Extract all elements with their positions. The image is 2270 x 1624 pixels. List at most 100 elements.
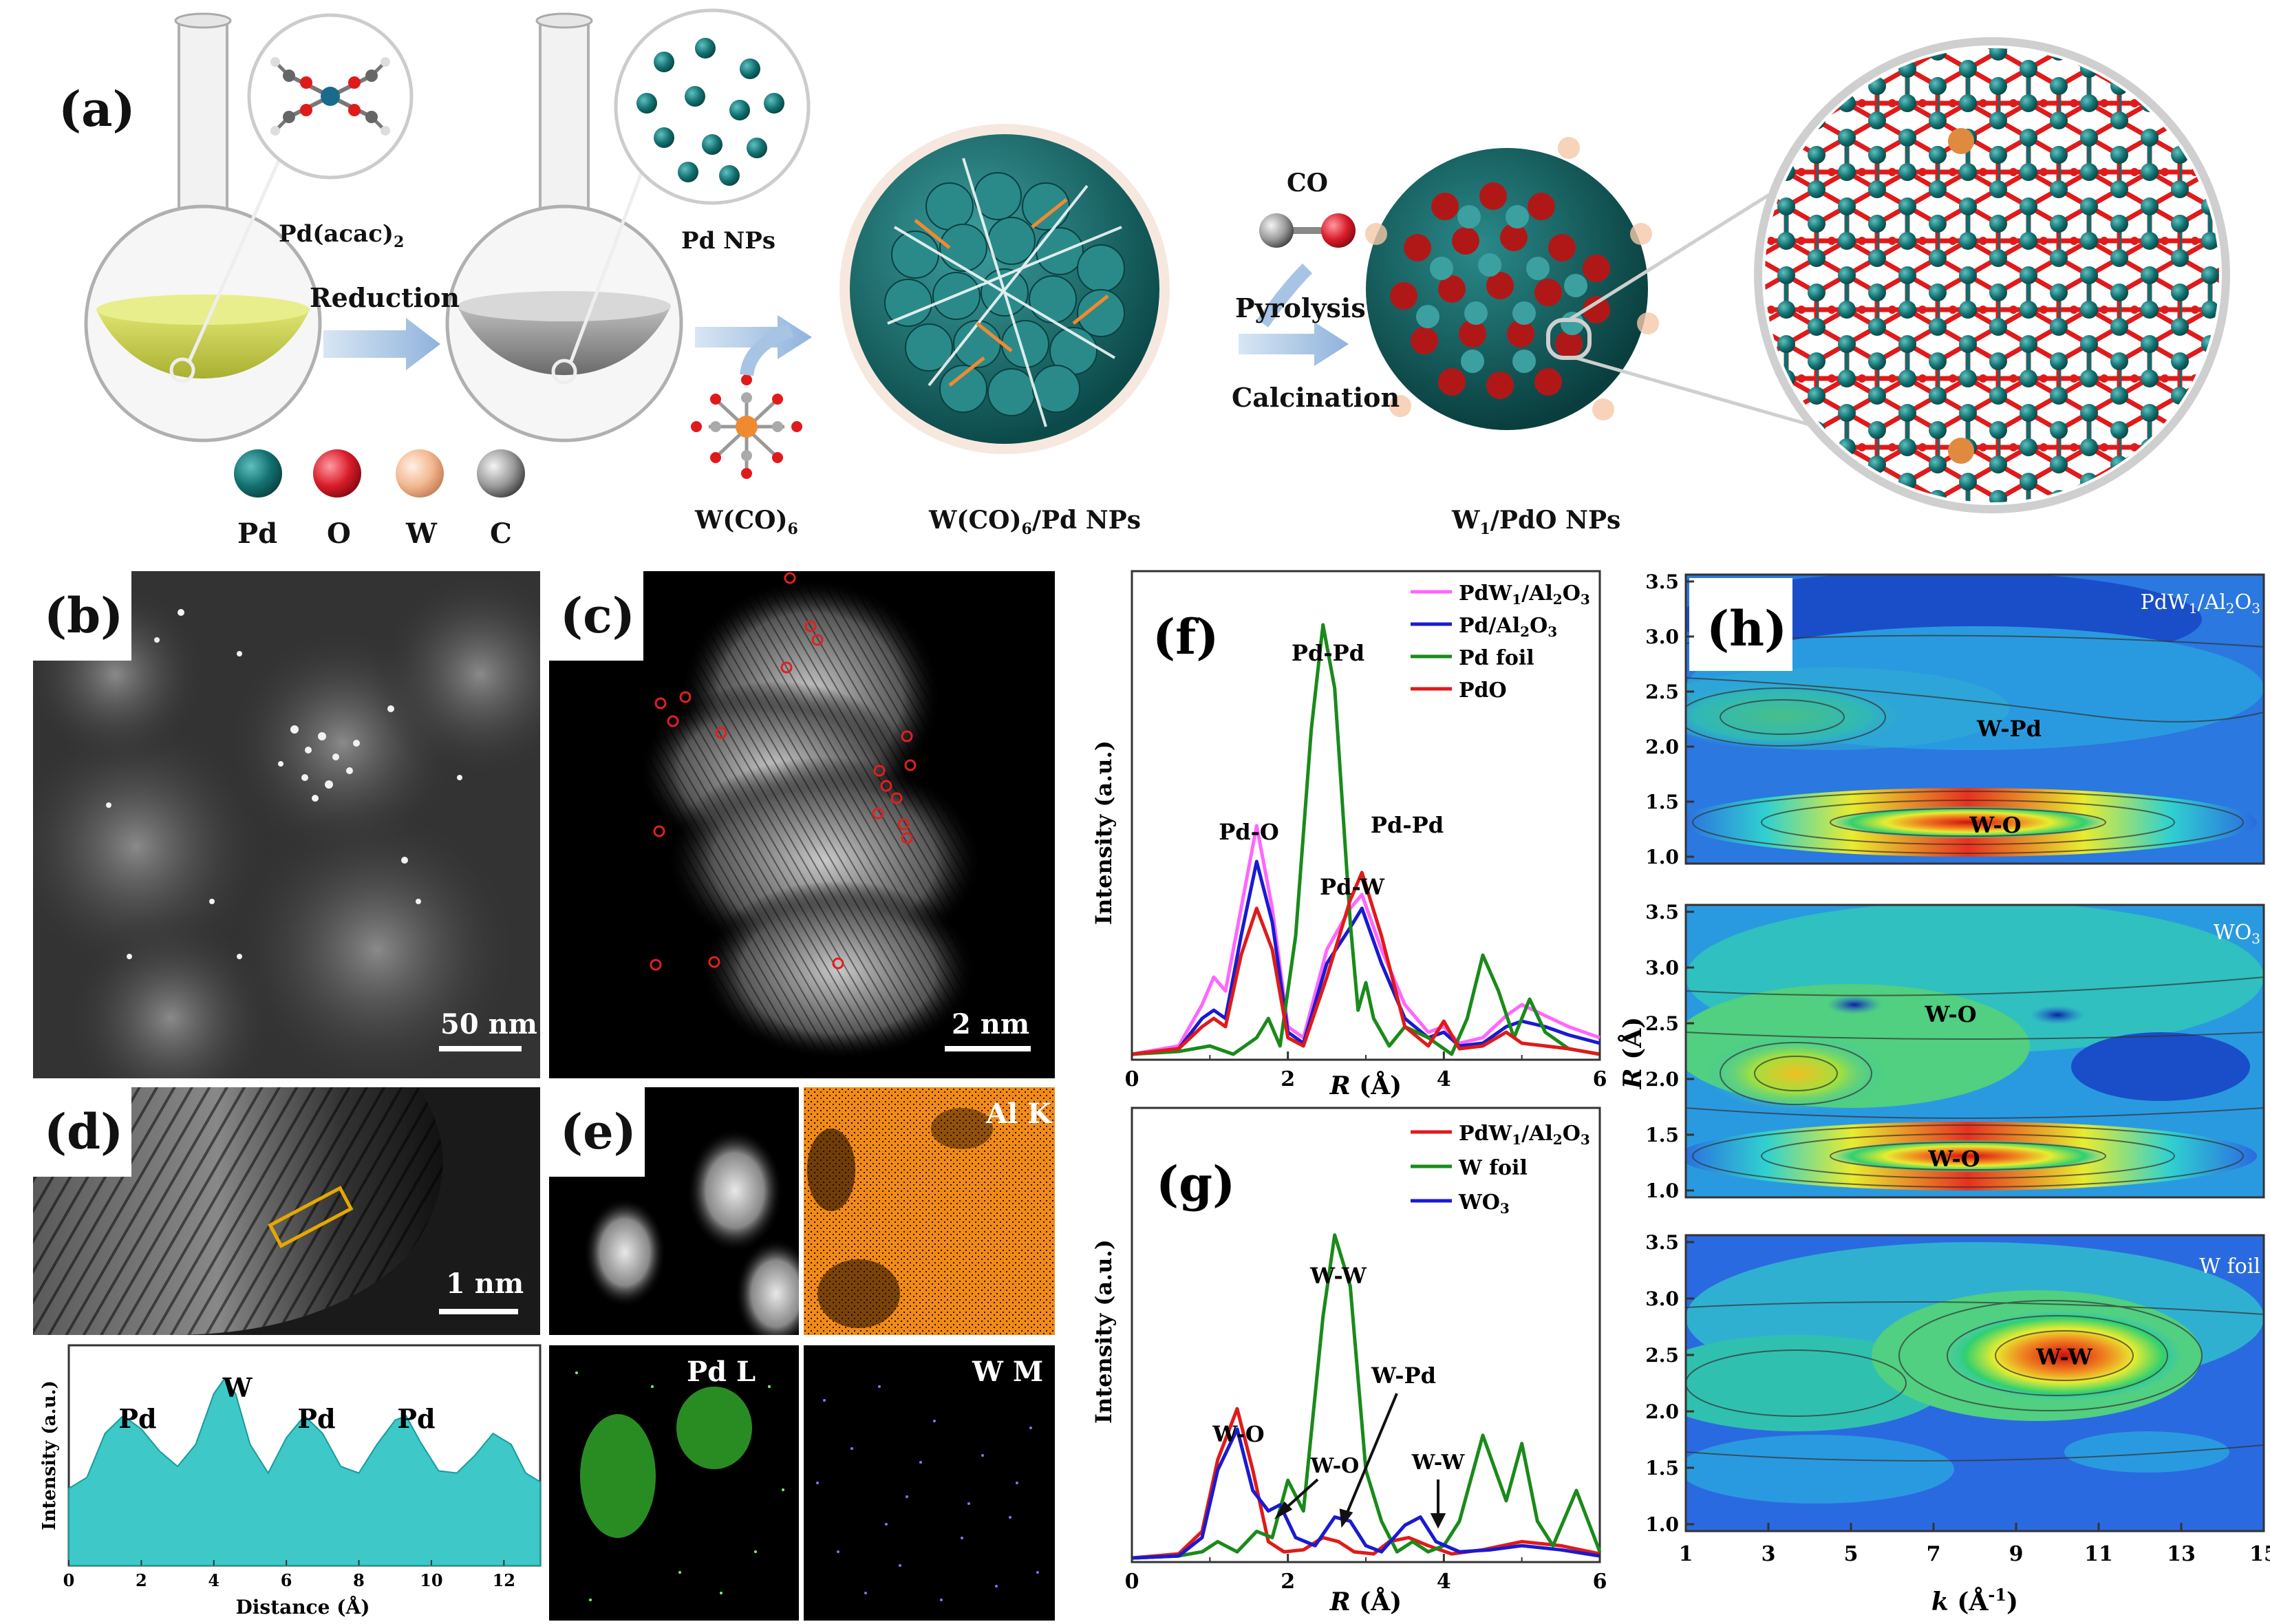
f-xtick-label: 0	[1125, 1067, 1139, 1091]
h-ytick-label: 2.0	[1645, 1400, 1679, 1423]
panel-c-scale-bar	[945, 1046, 1031, 1051]
panel-d-scale-bar	[439, 1309, 518, 1314]
panel-g-label: (g)	[1156, 1155, 1235, 1212]
legend-c: C	[490, 517, 512, 550]
panel-e-al-map: Al K	[804, 1087, 1055, 1335]
np-w1-pdo	[1365, 137, 1818, 430]
h-xtick-label: 1	[1679, 1542, 1693, 1566]
f-legend-4: PdO	[1459, 679, 1507, 703]
h-sub2-map	[1686, 905, 2264, 1197]
panel-d-scale-text: 1 nm	[446, 1268, 524, 1300]
panel-e-label: (e)	[549, 1087, 645, 1177]
atom-legend-icons	[234, 449, 525, 498]
panel-d-profile-chart: 0 2 4 6 8 10 12 Pd W Pd Pd Intensity (a.u.) Di…	[39, 1344, 542, 1618]
h-ytick-label: 2.5	[1645, 1012, 1679, 1035]
flask-1	[84, 12, 322, 442]
f-xlabel: R (Å)	[1329, 1071, 1402, 1100]
f-ylabel: Intensity (a.u.)	[1091, 740, 1117, 925]
pyrolysis-label: Pyrolysis	[1235, 292, 1366, 323]
legend-pd: Pd	[237, 517, 278, 550]
panel-e-haadf	[549, 1087, 799, 1335]
h-xtick-label: 15	[2249, 1542, 2270, 1566]
g-series-2	[1131, 1233, 1602, 1560]
wco6-curve-arrow	[740, 323, 794, 376]
co-molecule	[1259, 213, 1356, 248]
co-label: CO	[1287, 169, 1329, 197]
h-ytick-label: 3.0	[1645, 1288, 1679, 1310]
g-ann-wo2: W-O	[1310, 1454, 1360, 1478]
calcination-label: Calcination	[1232, 382, 1400, 413]
f-ann-pdpd: Pd-Pd	[1371, 812, 1444, 838]
wco6-molecule	[691, 374, 802, 479]
profile-xtick-label: 6	[281, 1570, 292, 1590]
g-xtick-label: 0	[1125, 1570, 1139, 1594]
g-legend-3: WO3	[1458, 1190, 1510, 1217]
w-map-dots	[816, 1385, 1039, 1601]
map-al-label: Al K	[986, 1098, 1051, 1130]
profile-peak-4: Pd	[397, 1403, 435, 1434]
g-xtick-label: 4	[1437, 1570, 1451, 1594]
profile-box	[268, 1186, 354, 1248]
h-xtick-label: 9	[2009, 1542, 2024, 1566]
h-ytick-label: 2.5	[1645, 681, 1679, 703]
h-ytick-label: 1.0	[1645, 1179, 1679, 1202]
f-xtick-label: 6	[1593, 1067, 1607, 1091]
panel-b-label: (b)	[33, 571, 132, 661]
g-ann-arrows	[1274, 1393, 1446, 1529]
g-ann-wo: W-O	[1212, 1421, 1264, 1447]
panel-d-texture	[33, 1087, 443, 1335]
panel-f-label: (f)	[1153, 608, 1219, 665]
profile-xlabel: Distance (Å)	[236, 1595, 370, 1618]
h-ytick-label: 3.5	[1645, 901, 1679, 923]
panel-b-scale-bar	[439, 1046, 522, 1051]
legend-w: W	[406, 517, 437, 550]
np-wco6-pd	[839, 124, 1170, 454]
f-series-1	[1131, 824, 1600, 1056]
f-legend-1: PdW1/Al2O3	[1459, 581, 1590, 608]
reduction-label: Reduction	[310, 282, 460, 313]
legend-o: O	[327, 517, 351, 550]
h-sub1-ann-wpd: W-Pd	[1976, 716, 2042, 742]
f-legend-3: Pd foil	[1459, 646, 1534, 670]
h-ytick-label: 1.0	[1645, 1513, 1679, 1536]
profile-xtick-label: 4	[208, 1570, 219, 1590]
h-sub2-name: WO3	[2214, 921, 2260, 947]
h-ytick-label: 3.0	[1645, 626, 1679, 648]
panel-g-chart: 0 2 4 6 (g) W-W W-O W-Pd W-O W-W PdW1/Al2O3…	[1091, 1107, 1607, 1616]
panel-g-legend: PdW1/Al2O3 W foil WO3	[1411, 1122, 1590, 1217]
h-ytick-label: 2.0	[1645, 736, 1679, 758]
panel-d-image: 1 nm	[33, 1087, 540, 1335]
pyrolysis-curve-arrow	[1256, 263, 1313, 328]
profile-ylabel: Intensity (a.u.)	[39, 1380, 60, 1530]
g-ann-wpd: W-Pd	[1371, 1363, 1436, 1389]
f-ann-pdw: Pd-W	[1320, 874, 1385, 900]
f-legend-2: Pd/Al2O3	[1459, 614, 1557, 640]
pdnps-label: Pd NPs	[681, 227, 775, 255]
f-xtick-label: 4	[1437, 1067, 1451, 1091]
g-legend-1: PdW1/Al2O3	[1459, 1122, 1590, 1148]
panel-c-label: (c)	[549, 571, 643, 661]
panel-h-label: (h)	[1706, 600, 1787, 657]
h-sub3-ann-ww: W-W	[2035, 1344, 2093, 1370]
panel-f-legend: PdW1/Al2O3 Pd/Al2O3 Pd foil PdO	[1411, 581, 1590, 703]
panel-d-label: (d)	[33, 1087, 132, 1177]
h-xtick-label: 7	[1927, 1542, 1941, 1566]
h-ylabel: R (Å)	[1618, 1017, 1647, 1089]
panel-h-chart: (h) PdW1/Al2O3 WO3 W foil W-Pd W-O W-O W…	[1618, 570, 2270, 1616]
panel-a: (a)	[0, 0, 2270, 551]
np2-label: W1/PdO NPs	[1452, 506, 1621, 539]
h-xlabel: k (Å-1)	[1931, 1585, 2018, 1616]
pyrolysis-arrow	[1239, 322, 1349, 366]
g-xtick-label: 2	[1281, 1570, 1295, 1594]
g-legend-2: W foil	[1458, 1156, 1528, 1180]
profile-xtick-label: 8	[353, 1570, 365, 1590]
panel-a-label: (a)	[58, 81, 136, 138]
panel-f-frame	[1131, 570, 1601, 1061]
panel-g-frame	[1131, 1107, 1601, 1563]
h-sub2-ann-wo2: W-O	[1927, 1146, 1980, 1172]
profile-xtick-label: 12	[493, 1570, 515, 1590]
map-w-label: W M	[972, 1356, 1044, 1388]
map-pd-label: Pd L	[687, 1356, 756, 1388]
h-ytick-label: 1.0	[1645, 846, 1679, 868]
h-ytick-label: 1.5	[1645, 1124, 1679, 1146]
